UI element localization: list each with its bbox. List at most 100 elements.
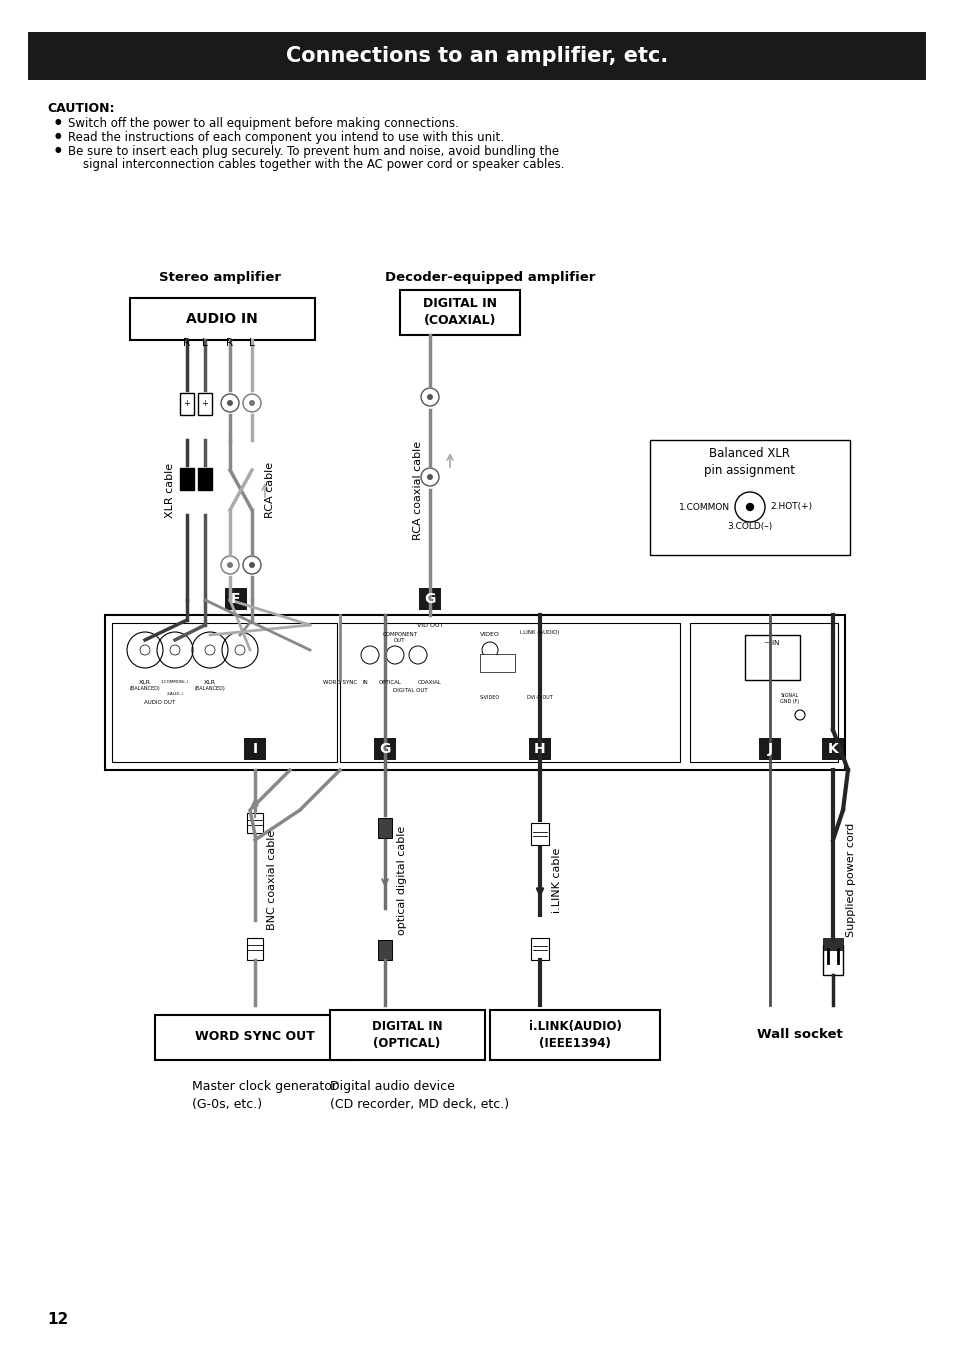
Text: OPTICAL: OPTICAL <box>378 680 401 685</box>
Text: COAXIAL: COAXIAL <box>417 680 441 685</box>
Text: IN: IN <box>362 680 368 685</box>
Text: BNC coaxial cable: BNC coaxial cable <box>267 830 276 929</box>
Bar <box>225 588 247 610</box>
Bar <box>377 940 392 960</box>
Text: i.LINK(AUDIO)
(IEEE1394): i.LINK(AUDIO) (IEEE1394) <box>528 1020 620 1050</box>
Text: 1.COMMON: 1.COMMON <box>679 502 729 511</box>
Text: signal interconnection cables together with the AC power cord or speaker cables.: signal interconnection cables together w… <box>83 158 564 171</box>
Bar <box>339 623 679 762</box>
Text: K: K <box>827 742 838 755</box>
Text: 3.COLD(–): 3.COLD(–) <box>726 522 772 532</box>
Text: Switch off the power to all equipment before making connections.: Switch off the power to all equipment be… <box>68 117 458 130</box>
Bar <box>479 654 515 672</box>
Text: DIGITAL IN
(OPTICAL): DIGITAL IN (OPTICAL) <box>372 1020 442 1050</box>
Bar <box>399 290 519 335</box>
Bar <box>529 738 551 759</box>
Text: ●: ● <box>55 131 62 140</box>
Circle shape <box>249 563 254 568</box>
Text: 12: 12 <box>47 1313 69 1327</box>
FancyBboxPatch shape <box>198 468 212 490</box>
Bar <box>244 738 266 759</box>
Text: AUDIO IN: AUDIO IN <box>186 312 257 326</box>
Text: WORD SYNC: WORD SYNC <box>322 680 356 685</box>
Text: 1.COMMON(–): 1.COMMON(–) <box>161 680 189 684</box>
Text: i.LINK cable: i.LINK cable <box>552 847 561 913</box>
Circle shape <box>427 473 433 480</box>
Text: Read the instructions of each component you intend to use with this unit.: Read the instructions of each component … <box>68 131 503 144</box>
Text: RCA cable: RCA cable <box>265 461 274 518</box>
Text: XLR: XLR <box>204 680 215 685</box>
Bar <box>28 32 925 80</box>
Bar <box>377 817 392 838</box>
Circle shape <box>427 394 433 401</box>
Text: VID OUT: VID OUT <box>416 623 443 629</box>
Text: VIDEO: VIDEO <box>479 631 499 637</box>
Bar <box>112 623 336 762</box>
Text: F: F <box>231 592 240 606</box>
Text: DIGITAL IN
(COAXIAL): DIGITAL IN (COAXIAL) <box>422 297 497 326</box>
Bar <box>490 1010 659 1060</box>
Bar <box>374 738 395 759</box>
Text: Stereo amplifier: Stereo amplifier <box>159 271 281 283</box>
Text: ~ IN: ~ IN <box>763 639 779 646</box>
FancyBboxPatch shape <box>180 393 193 415</box>
Text: RCA coaxial cable: RCA coaxial cable <box>413 440 422 540</box>
Text: XLR cable: XLR cable <box>165 463 174 518</box>
Text: Be sure to insert each plug securely. To prevent hum and noise, avoid bundling t: Be sure to insert each plug securely. To… <box>68 144 558 158</box>
Bar <box>330 1010 484 1060</box>
Bar <box>418 588 440 610</box>
Bar <box>154 1014 355 1060</box>
Text: Supplied power cord: Supplied power cord <box>845 823 855 938</box>
Text: L: L <box>202 339 208 348</box>
Bar <box>531 823 548 844</box>
Text: AUDIO OUT: AUDIO OUT <box>144 700 175 706</box>
Bar <box>531 938 548 960</box>
Bar <box>247 938 263 960</box>
Circle shape <box>745 503 753 510</box>
Text: optical digital cable: optical digital cable <box>396 826 407 935</box>
Text: J: J <box>766 742 772 755</box>
Bar <box>130 298 314 340</box>
Text: +: + <box>183 399 191 409</box>
Text: G: G <box>379 742 391 755</box>
Text: (BALANCED): (BALANCED) <box>194 687 225 691</box>
Bar <box>744 635 800 680</box>
Text: S-VIDEO: S-VIDEO <box>479 695 499 700</box>
Text: Decoder-equipped amplifier: Decoder-equipped amplifier <box>384 271 595 283</box>
FancyBboxPatch shape <box>180 468 193 490</box>
Circle shape <box>227 563 233 568</box>
Bar <box>822 938 842 950</box>
Text: G: G <box>424 592 436 606</box>
Text: R: R <box>183 339 191 348</box>
Text: R: R <box>226 339 233 348</box>
Text: +: + <box>201 399 208 409</box>
Bar <box>689 623 837 762</box>
Bar <box>822 946 842 975</box>
Text: i.LINK (AUDIO): i.LINK (AUDIO) <box>519 630 559 635</box>
Bar <box>759 738 781 759</box>
Text: SIGNAL
GND (F): SIGNAL GND (F) <box>780 693 799 704</box>
Text: ●: ● <box>55 117 62 125</box>
Text: DIGITAL OUT: DIGITAL OUT <box>393 688 427 693</box>
Text: ●: ● <box>55 144 62 154</box>
Text: WORD SYNC OUT: WORD SYNC OUT <box>195 1031 314 1044</box>
Text: Master clock generator
(G-0s, etc.): Master clock generator (G-0s, etc.) <box>192 1081 336 1112</box>
Bar <box>247 813 263 832</box>
Bar <box>821 738 843 759</box>
Text: I: I <box>253 742 257 755</box>
Text: Connections to an amplifier, etc.: Connections to an amplifier, etc. <box>286 46 667 66</box>
FancyBboxPatch shape <box>198 393 212 415</box>
Text: Digital audio device
(CD recorder, MD deck, etc.): Digital audio device (CD recorder, MD de… <box>330 1081 509 1112</box>
Text: 2.ALD(–): 2.ALD(–) <box>166 692 184 696</box>
Text: L: L <box>249 339 254 348</box>
Text: CAUTION:: CAUTION: <box>47 103 114 115</box>
Bar <box>105 615 844 770</box>
Bar <box>649 440 849 554</box>
Text: Wall socket: Wall socket <box>757 1028 842 1041</box>
Text: 2.HOT(+): 2.HOT(+) <box>769 502 811 511</box>
Text: H: H <box>534 742 545 755</box>
Text: DVI-D OUT: DVI-D OUT <box>527 695 553 700</box>
Text: Balanced XLR
pin assignment: Balanced XLR pin assignment <box>703 447 795 478</box>
Circle shape <box>227 401 233 406</box>
Text: XLR: XLR <box>139 680 151 685</box>
